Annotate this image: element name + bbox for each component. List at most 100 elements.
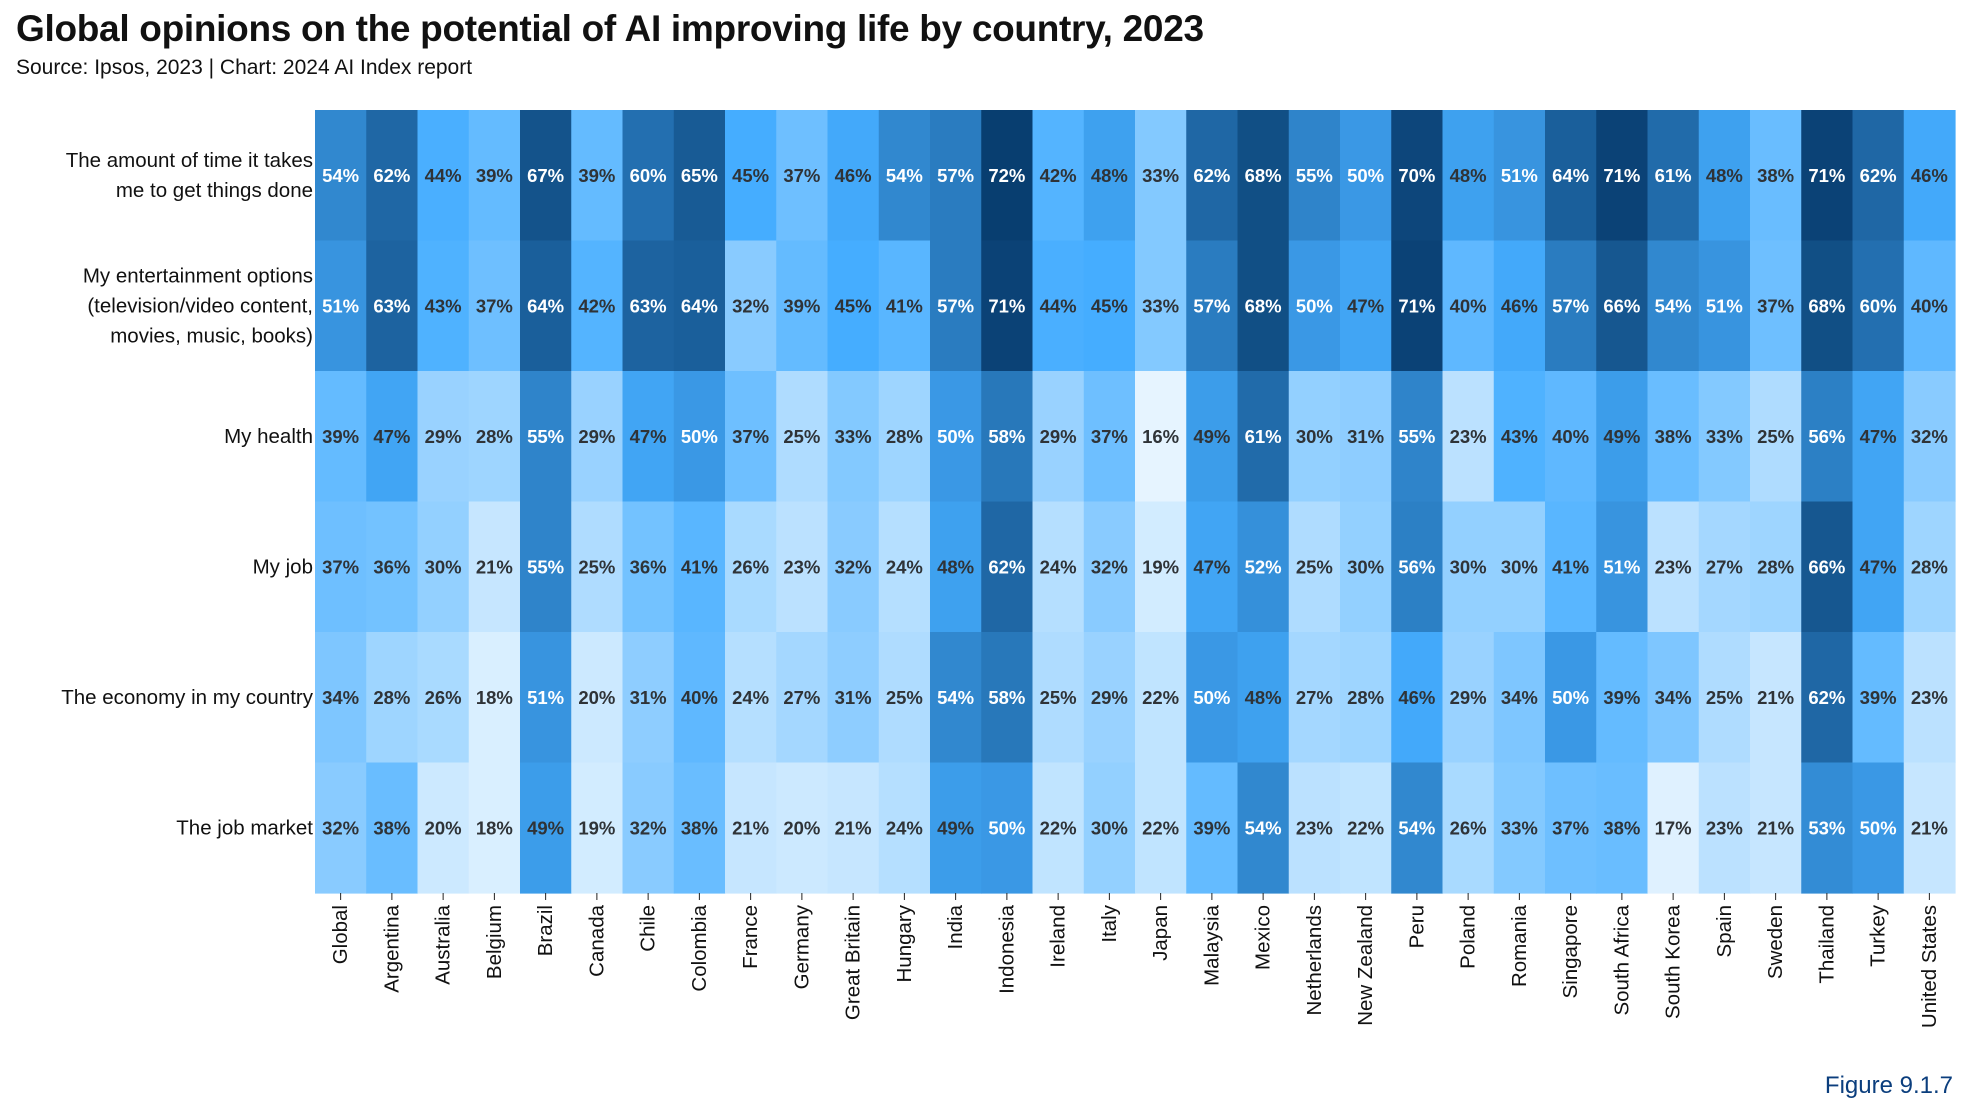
heatmap-cell bbox=[1083, 371, 1136, 503]
heatmap-cell bbox=[1288, 632, 1341, 764]
cell-value-label: 54% bbox=[1398, 817, 1435, 838]
heatmap-cell bbox=[1083, 240, 1136, 372]
cell-value-label: 24% bbox=[732, 687, 769, 708]
heatmap-cell bbox=[1391, 110, 1444, 242]
heatmap-cell bbox=[1647, 762, 1700, 894]
cell-value-label: 64% bbox=[1552, 165, 1589, 186]
cell-value-label: 42% bbox=[578, 295, 615, 316]
cell-value-label: 47% bbox=[1860, 556, 1897, 577]
cell-value-label: 45% bbox=[835, 295, 872, 316]
heatmap-cell bbox=[981, 110, 1034, 242]
cell-value-label: 50% bbox=[1296, 295, 1333, 316]
heatmap-cell bbox=[1186, 501, 1239, 633]
cell-value-label: 50% bbox=[988, 817, 1025, 838]
heatmap-cell bbox=[1852, 110, 1905, 242]
cell-value-label: 49% bbox=[937, 817, 974, 838]
cell-value-label: 58% bbox=[988, 687, 1025, 708]
cell-value-label: 71% bbox=[1398, 295, 1435, 316]
heatmap-cell bbox=[1340, 501, 1392, 633]
heatmap-cell bbox=[1442, 501, 1495, 633]
column-label: Italy bbox=[1098, 904, 1121, 942]
cell-value-label: 22% bbox=[1040, 817, 1077, 838]
heatmap-cell bbox=[776, 240, 829, 372]
cell-value-label: 47% bbox=[373, 426, 410, 447]
cell-value-label: 30% bbox=[425, 556, 462, 577]
cell-value-label: 21% bbox=[476, 556, 513, 577]
cell-value-label: 72% bbox=[988, 165, 1025, 186]
cell-value-label: 24% bbox=[1040, 556, 1077, 577]
cell-value-label: 29% bbox=[578, 426, 615, 447]
cell-value-label: 39% bbox=[322, 426, 359, 447]
heatmap-cell bbox=[1135, 240, 1187, 372]
cell-value-label: 71% bbox=[988, 295, 1025, 316]
heatmap-cell bbox=[1186, 371, 1239, 503]
heatmap-cell bbox=[981, 501, 1034, 633]
cell-value-label: 51% bbox=[527, 687, 564, 708]
cell-value-label: 26% bbox=[1450, 817, 1487, 838]
cell-value-label: 54% bbox=[1655, 295, 1692, 316]
cell-value-label: 30% bbox=[1296, 426, 1333, 447]
row-label: The job market bbox=[176, 816, 313, 839]
heatmap-cell bbox=[1032, 110, 1085, 242]
heatmap-cell bbox=[520, 371, 572, 503]
cell-value-label: 34% bbox=[322, 687, 359, 708]
cell-value-label: 50% bbox=[681, 426, 718, 447]
heatmap-cell bbox=[468, 110, 521, 242]
heatmap-cell bbox=[1545, 240, 1597, 372]
column-label: India bbox=[944, 904, 967, 949]
heatmap-cell bbox=[366, 371, 419, 503]
cell-value-label: 39% bbox=[1193, 817, 1230, 838]
cell-value-label: 37% bbox=[476, 295, 513, 316]
cell-value-label: 40% bbox=[1911, 295, 1948, 316]
cell-value-label: 27% bbox=[1296, 687, 1333, 708]
heatmap-cell bbox=[1596, 632, 1649, 764]
cell-value-label: 27% bbox=[783, 687, 820, 708]
heatmap-cell bbox=[776, 371, 829, 503]
heatmap-cell bbox=[1135, 762, 1187, 894]
heatmap-cell bbox=[468, 632, 521, 764]
heatmap-cell bbox=[1340, 110, 1392, 242]
heatmap-cell bbox=[417, 501, 470, 633]
cell-value-label: 57% bbox=[1193, 295, 1230, 316]
heatmap-cell bbox=[725, 762, 777, 894]
heatmap-cell bbox=[776, 110, 829, 242]
row-label: My entertainment options (television/vide… bbox=[83, 264, 313, 347]
cell-value-label: 28% bbox=[1347, 687, 1384, 708]
cell-value-label: 48% bbox=[1245, 687, 1282, 708]
cell-value-label: 51% bbox=[1603, 556, 1640, 577]
cell-value-label: 22% bbox=[1347, 817, 1384, 838]
cell-value-label: 32% bbox=[1091, 556, 1128, 577]
heatmap-cell bbox=[622, 110, 675, 242]
heatmap-cell bbox=[622, 632, 675, 764]
heatmap-cell bbox=[1545, 632, 1597, 764]
cell-value-label: 54% bbox=[322, 165, 359, 186]
cell-value-label: 27% bbox=[1706, 556, 1743, 577]
column-label: France bbox=[739, 905, 762, 969]
cell-value-label: 47% bbox=[1347, 295, 1384, 316]
heatmap-cell bbox=[1903, 110, 1956, 242]
cell-value-label: 61% bbox=[1655, 165, 1692, 186]
heatmap-cell bbox=[1135, 632, 1187, 764]
cell-value-label: 31% bbox=[630, 687, 667, 708]
heatmap-cell bbox=[468, 240, 521, 372]
heatmap-cell bbox=[1288, 762, 1341, 894]
cell-value-label: 25% bbox=[1040, 687, 1077, 708]
heatmap-cell bbox=[468, 501, 521, 633]
cell-value-label: 50% bbox=[1552, 687, 1589, 708]
row-label: My job bbox=[253, 555, 313, 578]
heatmap-cell bbox=[1801, 762, 1854, 894]
heatmap-cell bbox=[1288, 371, 1341, 503]
heatmap-cell bbox=[1647, 501, 1700, 633]
heatmap-cell bbox=[1750, 240, 1802, 372]
heatmap-cell bbox=[571, 371, 624, 503]
column-label: Brazil bbox=[534, 905, 557, 956]
heatmap-cell bbox=[878, 632, 931, 764]
heatmap-cell bbox=[1135, 501, 1187, 633]
column-label: Mexico bbox=[1252, 905, 1275, 970]
cell-value-label: 21% bbox=[1757, 687, 1794, 708]
cell-value-label: 41% bbox=[681, 556, 718, 577]
cell-value-label: 25% bbox=[1706, 687, 1743, 708]
cell-value-label: 20% bbox=[425, 817, 462, 838]
heatmap-cell bbox=[827, 110, 880, 242]
heatmap-cell bbox=[930, 240, 982, 372]
